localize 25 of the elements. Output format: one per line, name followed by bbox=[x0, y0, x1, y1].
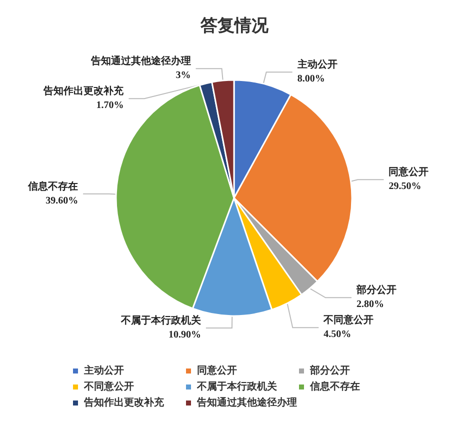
legend-label: 主动公开 bbox=[83, 364, 124, 376]
data-label: 2.80% bbox=[356, 299, 384, 310]
data-label: 1.70% bbox=[96, 100, 124, 112]
slice-label: 主动公开 bbox=[296, 58, 338, 71]
data-label: 3% bbox=[176, 70, 191, 82]
legend-label: 部分公开 bbox=[309, 364, 350, 376]
legend-label: 信息不存在 bbox=[309, 380, 360, 392]
legend-label: 不属于本行政机关 bbox=[196, 380, 278, 392]
data-label: 39.60% bbox=[46, 195, 78, 206]
legend-label: 告知作出更改补充 bbox=[83, 396, 165, 408]
slice-label: 不同意公开 bbox=[322, 314, 374, 326]
slice-label: 信息不存在 bbox=[27, 180, 78, 192]
legend-label: 不同意公开 bbox=[83, 380, 134, 392]
data-label: 29.50% bbox=[388, 181, 422, 192]
legend-label: 告知通过其他途径办理 bbox=[196, 396, 297, 408]
data-label: 10.90% bbox=[168, 329, 201, 340]
data-label: 4.50% bbox=[324, 329, 352, 340]
slice-label: 告知作出更改补充 bbox=[42, 85, 125, 98]
data-label: 8.00% bbox=[297, 74, 325, 85]
slice-label: 告知通过其他途径办理 bbox=[90, 55, 191, 68]
slice-label: 部分公开 bbox=[355, 284, 396, 296]
legend-label: 同意公开 bbox=[197, 364, 237, 376]
chart-title: 答复情况 bbox=[200, 16, 270, 35]
slice-label: 不属于本行政机关 bbox=[120, 314, 202, 326]
slice-label: 同意公开 bbox=[388, 166, 429, 178]
